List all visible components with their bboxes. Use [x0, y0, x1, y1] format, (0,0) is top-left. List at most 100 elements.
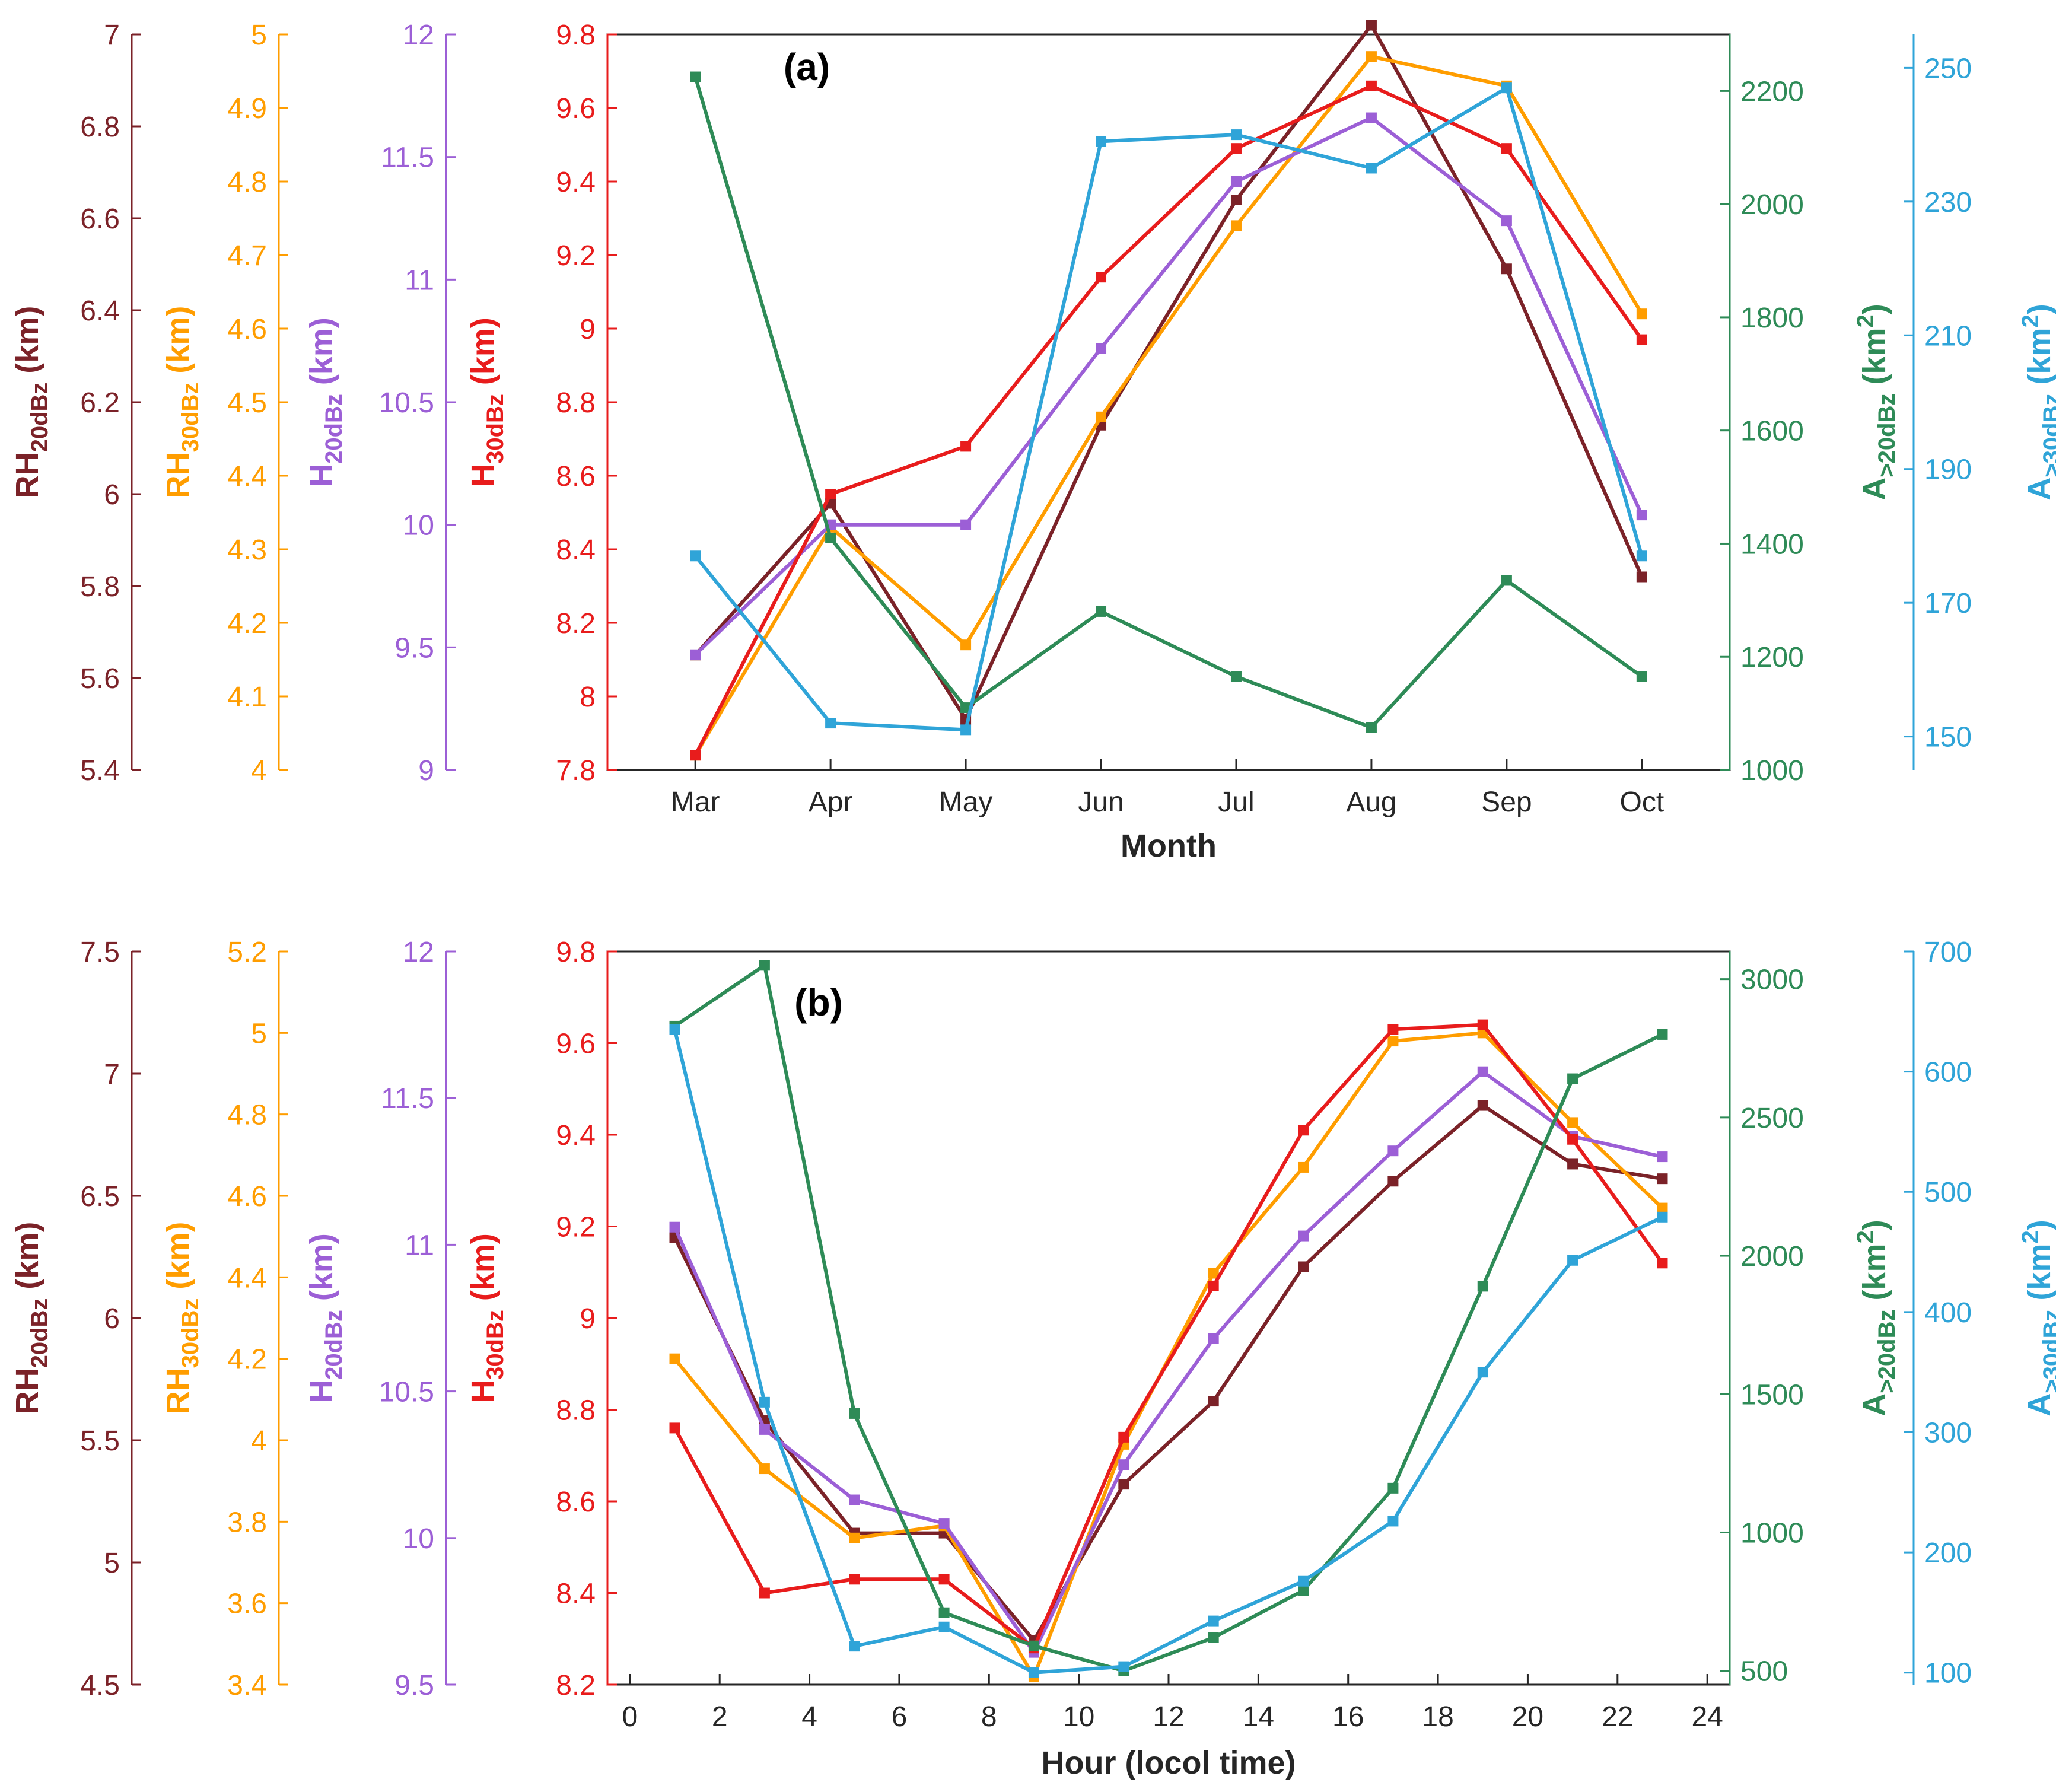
- y-axis-a20: 1000 1200 1400 1600 1800 2000 2200 A>20dBz (km2…: [1720, 34, 1900, 787]
- data-point: [759, 1396, 770, 1408]
- y-tick-label: 5: [251, 20, 267, 51]
- data-point: [1298, 1125, 1309, 1136]
- y-tick-label: 12: [403, 20, 434, 51]
- y-label-main: H: [465, 464, 501, 487]
- data-point: [1657, 1173, 1668, 1185]
- data-point: [1298, 1261, 1309, 1272]
- y-tick-label: 11.5: [381, 1083, 434, 1115]
- y-tick-label: 500: [1740, 1656, 1788, 1688]
- data-point: [1636, 671, 1647, 682]
- y-tick-label: 100: [1924, 1658, 1972, 1689]
- data-point: [1636, 550, 1647, 562]
- y-tick-label: 6.2: [80, 387, 120, 419]
- series-line: [673, 1031, 1664, 1679]
- data-point: [1477, 1019, 1488, 1030]
- data-point: [1477, 1066, 1488, 1077]
- x-tick-label: Jul: [1218, 787, 1254, 818]
- x-tick-label: 24: [1691, 1701, 1723, 1733]
- data-point: [1387, 1024, 1399, 1035]
- data-point: [669, 1221, 680, 1233]
- data-point: [1366, 51, 1377, 62]
- y-tick-label: 6.8: [80, 112, 120, 143]
- y-tick-label: 9: [580, 314, 596, 345]
- y-tick-label: 8: [580, 682, 596, 713]
- y-label-unit: (km): [465, 317, 501, 394]
- y-label-sub: 30dBz: [177, 383, 203, 453]
- data-point: [1501, 143, 1512, 154]
- y-tick-label: 210: [1924, 320, 1972, 352]
- y-label-sup: 2: [2017, 1230, 2044, 1243]
- data-point: [1477, 1367, 1488, 1378]
- series-h20dbz: [690, 112, 1647, 660]
- y-label-unit: (km: [2022, 1244, 2056, 1310]
- series-h30dbz: [669, 1019, 1668, 1654]
- y-tick-label: 400: [1924, 1297, 1972, 1329]
- y-label-unit: (km: [2022, 328, 2056, 394]
- data-point: [825, 532, 836, 543]
- data-point: [1477, 1281, 1488, 1292]
- data-point: [960, 519, 972, 530]
- y-tick-label: 5: [104, 1548, 120, 1579]
- data-point: [1230, 176, 1242, 187]
- data-point: [1636, 510, 1647, 521]
- y-axis-label: A>30dBz (km2): [2017, 304, 2056, 500]
- data-point: [938, 1607, 950, 1618]
- y-tick-label: 500: [1924, 1177, 1972, 1208]
- y-tick-label: 170: [1924, 588, 1972, 619]
- data-point: [1118, 1479, 1129, 1490]
- y-tick-label: 4.6: [227, 314, 267, 345]
- data-point: [1657, 1202, 1668, 1214]
- y-tick-label: 6: [104, 1303, 120, 1335]
- y-label-sup: 2: [1853, 314, 1879, 327]
- x-tick-label: 12: [1153, 1701, 1184, 1733]
- y-tick-label: 1400: [1740, 529, 1804, 560]
- x-tick-label: Aug: [1346, 787, 1396, 818]
- y-label-sub: >20dBz: [1874, 394, 1900, 478]
- y-tick-label: 9.5: [394, 1670, 434, 1701]
- y-tick-label: 6.6: [80, 203, 120, 235]
- plot-frame: [606, 33, 1731, 771]
- y-tick-label: 3000: [1740, 965, 1804, 996]
- data-point: [1096, 343, 1107, 354]
- y-tick-label: 9.4: [556, 167, 596, 198]
- y-tick-label: 4.6: [227, 1181, 267, 1212]
- y-axis-label: H30dBz (km): [465, 1233, 508, 1403]
- y-tick-label: 2000: [1740, 189, 1804, 221]
- y-tick-label: 6.5: [80, 1181, 120, 1212]
- y-label-main: H: [465, 1380, 501, 1403]
- y-tick-label: 9.2: [556, 1212, 596, 1243]
- data-point: [849, 1574, 860, 1585]
- y-tick-label: 4.5: [227, 387, 267, 419]
- y-tick-label: 8.4: [556, 1578, 596, 1610]
- y-tick-label: 9.8: [556, 20, 596, 51]
- y-label-main: H: [304, 464, 339, 487]
- data-point: [1501, 263, 1512, 275]
- y-tick-label: 5.4: [80, 755, 120, 787]
- data-point: [1208, 1632, 1219, 1643]
- y-tick-label: 7: [104, 1059, 120, 1090]
- y-label-sub: 20dBz: [321, 1310, 347, 1380]
- y-label-unit: (km): [465, 1233, 501, 1310]
- series-rh30dbz: [690, 51, 1647, 761]
- data-point: [960, 441, 972, 452]
- y-axis-label: RH30dBz (km): [160, 1222, 203, 1415]
- y-axis-h30: 7.8 8 8.2 8.4 8.6 8.8 9 9.2 9.4 9.6 9.8 H30dBz (km): [465, 20, 617, 787]
- y-tick-label: 10.5: [379, 1377, 434, 1408]
- data-point: [690, 750, 701, 761]
- y-tick-label: 600: [1924, 1057, 1972, 1088]
- panel-title: (b): [794, 981, 843, 1024]
- y-label-sub: >20dBz: [1874, 1310, 1900, 1393]
- y-tick-label: 9: [418, 755, 434, 787]
- data-point: [1657, 1151, 1668, 1163]
- y-axis-h20: 9 9.5 10 10.5 11 11.5 12 H20dBz (km): [304, 20, 456, 787]
- data-point: [759, 1463, 770, 1475]
- y-tick-label: 3.8: [227, 1507, 267, 1538]
- data-point: [1230, 220, 1242, 231]
- series-line: [673, 1023, 1664, 1650]
- x-tick-label: 2: [712, 1701, 728, 1733]
- data-point: [1208, 1280, 1219, 1291]
- data-point: [1298, 1585, 1309, 1596]
- y-tick-label: 150: [1924, 722, 1972, 753]
- data-point: [1567, 1134, 1578, 1145]
- y-label-main: A: [2022, 478, 2056, 501]
